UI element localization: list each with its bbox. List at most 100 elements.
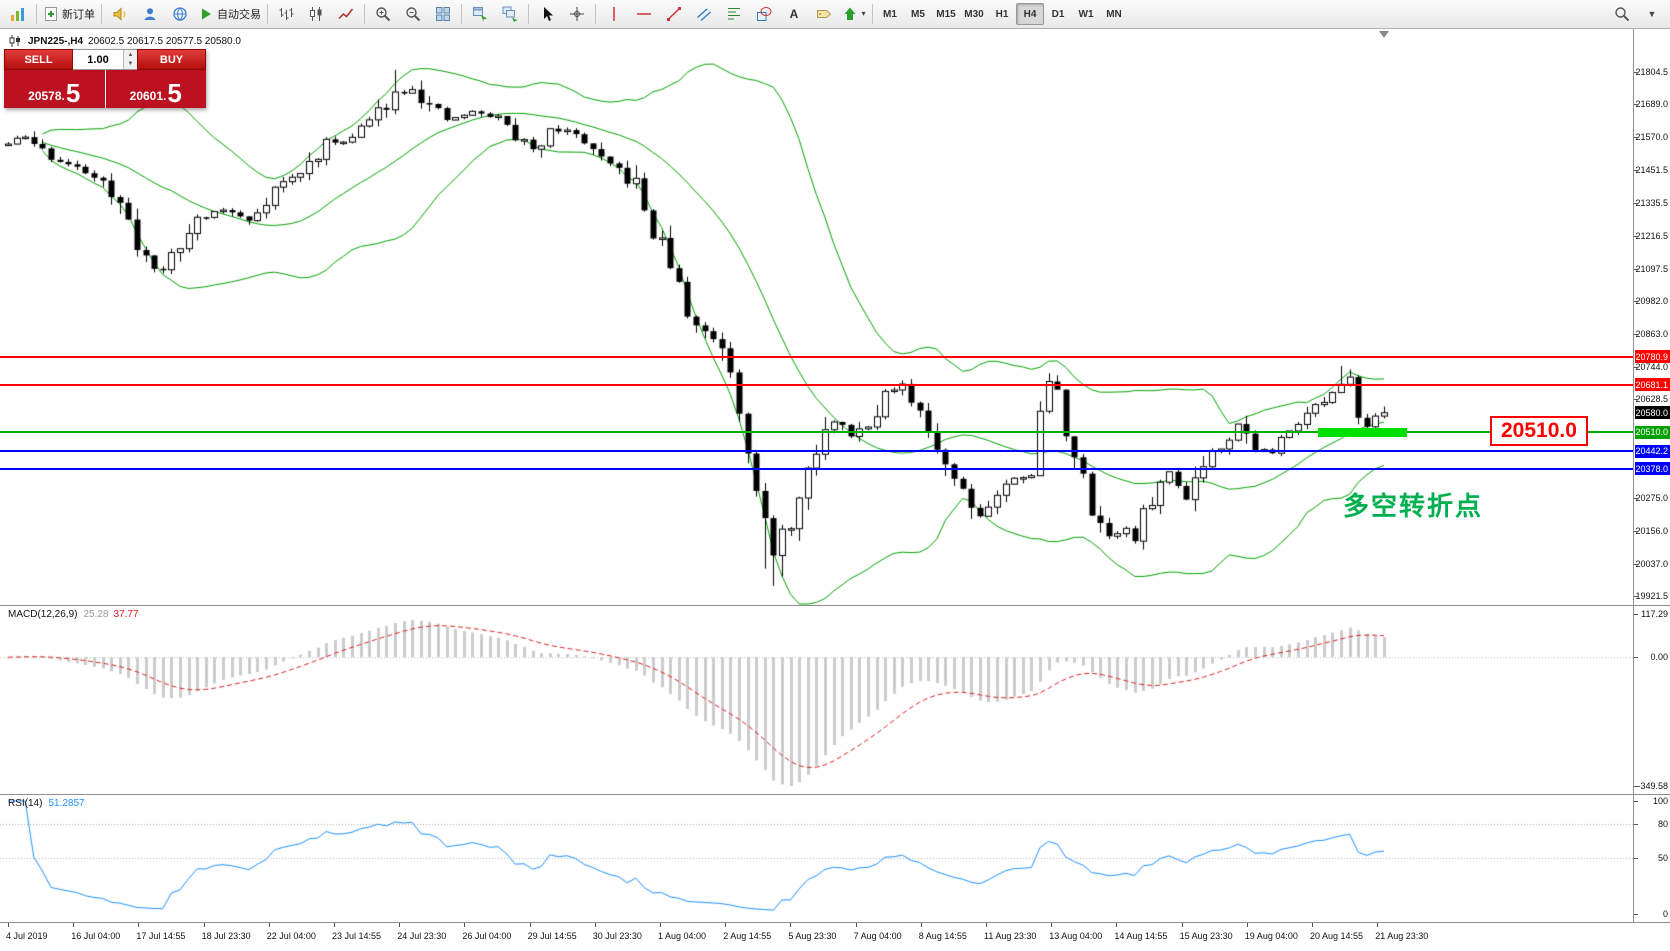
sell-price-prefix: 20578 <box>28 89 62 103</box>
highlight-rectangle[interactable] <box>1318 427 1407 437</box>
price-tick-mark <box>1634 367 1638 369</box>
price-tick: 20982.0 <box>1635 295 1668 306</box>
timeframe-h4-button[interactable]: H4 <box>1016 3 1044 25</box>
time-axis[interactable]: 4 Jul 2019 16 Jul 04:00 17 Jul 14:55 18 Jul… <box>0 922 1670 951</box>
chart-shift-marker <box>1379 31 1389 38</box>
app-symbol-button[interactable] <box>3 2 33 26</box>
fibo-icon <box>726 6 742 22</box>
volume-down-button[interactable]: ▼ <box>124 59 137 69</box>
trade-panel-prices: 20578. 5 20601. 5 <box>4 70 206 108</box>
new-order-button[interactable]: 新订单 <box>40 2 98 26</box>
price-axis[interactable]: 21804.5 21689.0 21570.0 21451.5 21335.5 21216… <box>1633 29 1670 922</box>
time-label: 1 Aug 04:00 <box>658 931 707 941</box>
buy-price[interactable]: 20601. 5 <box>105 70 206 108</box>
profiles-button[interactable] <box>495 2 525 26</box>
time-tick-mark <box>920 923 922 927</box>
shapes-button[interactable] <box>749 2 779 26</box>
price-tick-mark <box>1634 399 1638 401</box>
macd-axis-label: 117.29 <box>1641 609 1668 619</box>
timeframe-m5-button[interactable]: M5 <box>911 8 925 20</box>
volume-input[interactable] <box>73 50 123 69</box>
cursor-icon <box>539 6 555 22</box>
vline-icon <box>606 6 622 22</box>
timeframe-mn-button[interactable]: MN <box>1106 8 1122 20</box>
fibonacci-button[interactable] <box>719 2 749 26</box>
toolbar-separator <box>528 4 529 24</box>
timeframe-m30-button[interactable]: M30 <box>964 8 984 20</box>
time-label: 22 Jul 04:00 <box>266 931 316 941</box>
rsi-tick-mark <box>1634 823 1638 825</box>
new-chart-button[interactable] <box>465 2 495 26</box>
panel-divider-rsi[interactable] <box>0 794 1670 795</box>
price-tick: 21689.0 <box>1635 99 1668 110</box>
time-label: 4 Jul 2019 <box>6 931 48 941</box>
toolbar-options-button[interactable]: ▼ <box>1637 2 1667 26</box>
bar-chart-button[interactable] <box>271 2 301 26</box>
timeframe-w1-button[interactable]: W1 <box>1078 8 1094 20</box>
price-tick-mark <box>1634 170 1638 172</box>
horizontal-line-20780.9[interactable] <box>0 355 1633 358</box>
label-button[interactable] <box>809 2 839 26</box>
web-terminal-button[interactable] <box>165 2 195 26</box>
candlestick-chart-button[interactable] <box>301 2 331 26</box>
volume-up-button[interactable]: ▲ <box>124 50 137 60</box>
price-tick: 20275.0 <box>1635 492 1668 503</box>
sell-price[interactable]: 20578. 5 <box>4 70 105 108</box>
buy-button[interactable]: BUY <box>137 49 206 70</box>
panel-divider-macd[interactable] <box>0 605 1670 606</box>
time-tick-mark <box>1377 923 1379 927</box>
horizontal-line-20681.1[interactable] <box>0 383 1633 386</box>
price-callout-label[interactable]: 20510.0 <box>1490 416 1588 447</box>
annotation-text[interactable]: 多空转折点 <box>1343 491 1484 521</box>
text-button[interactable]: A <box>779 2 809 26</box>
hline-icon <box>636 6 652 22</box>
price-tick-mark <box>1634 137 1638 139</box>
rsi-tick-mark <box>1634 801 1638 802</box>
rsi-axis-label: 100 <box>1652 796 1668 806</box>
main-chart-canvas[interactable] <box>0 30 1633 605</box>
trendline-button[interactable] <box>659 2 689 26</box>
zoom-out-button[interactable] <box>398 2 428 26</box>
macd-panel-canvas[interactable] <box>0 606 1633 794</box>
price-tick: 21804.5 <box>1635 67 1668 77</box>
cursor-button[interactable] <box>532 2 562 26</box>
channel-button[interactable] <box>689 2 719 26</box>
horizontal-line-20378[interactable] <box>0 467 1633 470</box>
sell-button[interactable]: SELL <box>4 49 73 70</box>
globe-icon <box>172 6 188 22</box>
timeframe-m15-button[interactable]: M15 <box>936 8 956 20</box>
tile-windows-button[interactable] <box>428 2 458 26</box>
chart-symbol-period: JPN225-,H4 <box>28 35 84 47</box>
rsi-panel-canvas[interactable] <box>0 795 1633 922</box>
arrows-button[interactable]: ▾ <box>839 2 869 26</box>
time-tick-mark <box>1181 923 1183 927</box>
price-tick: 19921.5 <box>1635 591 1668 602</box>
autotrading-button[interactable]: 自动交易 <box>195 2 264 26</box>
macd-tick-mark <box>1634 614 1638 615</box>
search-button[interactable] <box>1607 2 1637 26</box>
time-tick-mark <box>334 923 335 927</box>
horizontal-line-button[interactable] <box>629 2 659 26</box>
app-bars-icon <box>10 6 26 22</box>
time-label: 14 Aug 14:55 <box>1114 931 1168 941</box>
time-tick-mark <box>529 923 531 927</box>
alerts-button[interactable] <box>105 2 135 26</box>
volume-box: ▲ ▼ <box>73 49 137 70</box>
community-button[interactable] <box>135 2 165 26</box>
timeframe-m1-button[interactable]: M1 <box>883 8 897 20</box>
price-label-20780.9: 20780.9 <box>1635 350 1670 364</box>
crosshair-button[interactable] <box>562 2 592 26</box>
timeframe-d1-button[interactable]: D1 <box>1051 8 1065 20</box>
sh-icon <box>756 6 772 22</box>
line-chart-icon <box>338 6 354 22</box>
timeframe-h1-button[interactable]: H1 <box>995 8 1009 20</box>
rsi-axis-label: 80 <box>1657 818 1668 829</box>
vertical-line-button[interactable] <box>599 2 629 26</box>
zoom-in-button[interactable] <box>368 2 398 26</box>
horizontal-line-20442.2[interactable] <box>0 450 1633 453</box>
line-chart-button[interactable] <box>331 2 361 26</box>
price-tick: 21335.5 <box>1635 197 1668 208</box>
macd-tick-mark <box>1634 657 1638 659</box>
horizontal-line-20510[interactable] <box>0 431 1633 434</box>
time-tick-mark <box>594 923 596 927</box>
